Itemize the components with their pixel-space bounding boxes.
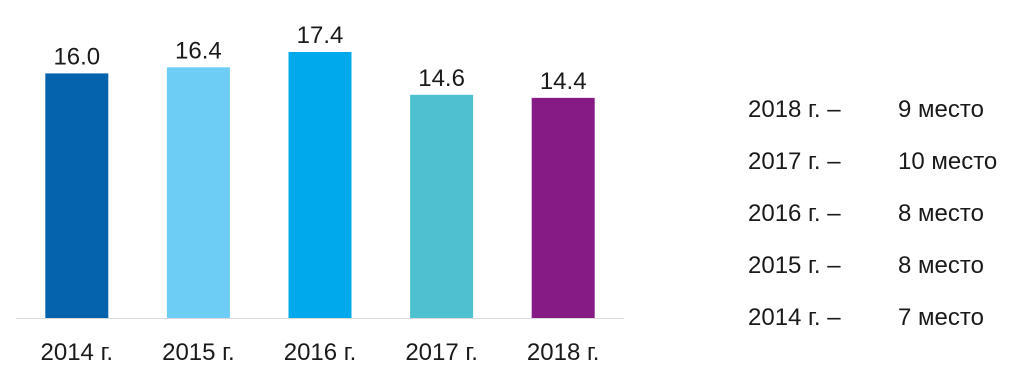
ranking-row: 2016 г. – 8 место (748, 188, 997, 240)
ranking-row: 2014 г. – 7 место (748, 292, 997, 344)
value-label: 17.4 (297, 22, 344, 49)
bar-2017 (410, 94, 474, 318)
ranking-row: 2017 г. – 10 место (748, 136, 997, 188)
value-label: 14.4 (540, 68, 587, 95)
category-label: 2018 г. (527, 339, 600, 365)
bar-2014 (45, 73, 109, 318)
ranking-row: 2018 г. – 9 место (748, 84, 997, 136)
value-label: 16.4 (175, 37, 222, 64)
category-label: 2014 г. (41, 339, 114, 365)
ranking-row: 2015 г. – 8 место (748, 240, 997, 292)
category-label: 2015 г. (162, 339, 235, 365)
ranking-list: 2018 г. – 9 место 2017 г. – 10 место 201… (748, 84, 997, 344)
bar-2016 (288, 52, 352, 318)
bars-layer (45, 52, 595, 319)
ranking-place: 10 место (898, 148, 998, 175)
ranking-year: 2017 г. – (748, 148, 841, 175)
bar-2018 (531, 97, 595, 319)
bar-chart: 16.0 2014 г. 16.4 2015 г. 17.4 2016 г. 14.6 201… (16, 22, 624, 365)
category-label: 2017 г. (405, 339, 478, 365)
bar-2015 (166, 67, 230, 318)
value-label: 16.0 (53, 43, 100, 70)
ranking-place: 8 место (898, 200, 984, 227)
ranking-place: 8 место (898, 252, 984, 279)
ranking-year: 2014 г. – (748, 304, 841, 331)
labels-layer: 16.0 2014 г. 16.4 2015 г. 17.4 2016 г. 14.6 201… (41, 22, 600, 365)
category-label: 2016 г. (284, 339, 357, 365)
ranking-place: 7 место (898, 304, 984, 331)
ranking-year: 2015 г. – (748, 252, 841, 279)
ranking-year: 2016 г. – (748, 200, 841, 227)
value-label: 14.6 (418, 65, 465, 92)
ranking-place: 9 место (898, 96, 984, 123)
ranking-year: 2018 г. – (748, 96, 841, 123)
